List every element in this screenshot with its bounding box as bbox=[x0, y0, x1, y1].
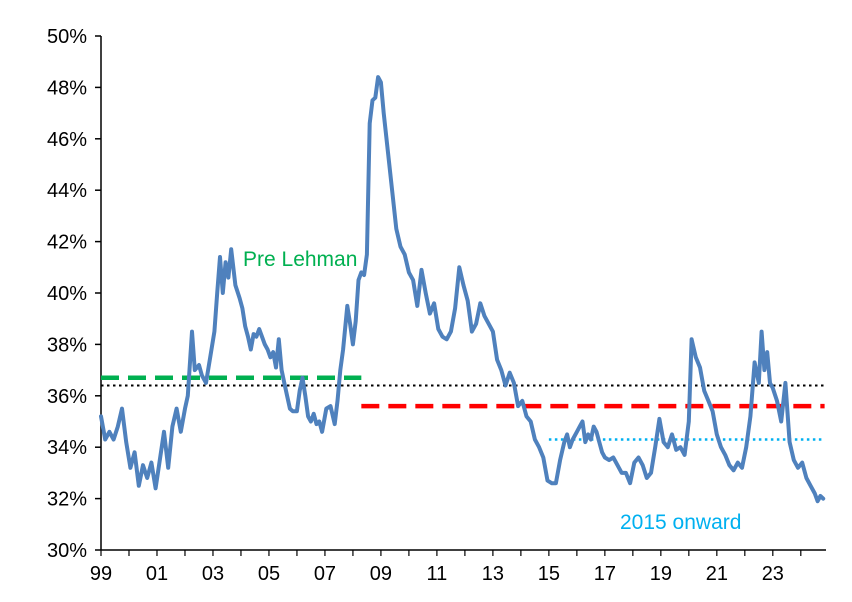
y-tick-label: 40% bbox=[47, 283, 87, 305]
x-tick-label: 13 bbox=[482, 563, 504, 585]
x-tick-label: 05 bbox=[258, 563, 280, 585]
x-tick-label: 11 bbox=[427, 563, 448, 585]
2015-onward-label: 2015 onward bbox=[620, 511, 741, 534]
reference-lines bbox=[101, 375, 825, 441]
x-tick-label: 15 bbox=[538, 563, 560, 585]
x-tick-label: 19 bbox=[650, 563, 672, 585]
x-tick-label: 03 bbox=[202, 563, 224, 585]
x-tick-label: 01 bbox=[146, 563, 168, 585]
y-axis: 30% 32% 34% 36% 38% 40% 42% 44% 46% 48% 50% bbox=[47, 26, 102, 562]
x-tick-label: 07 bbox=[314, 563, 336, 585]
y-tick-label: 36% bbox=[47, 386, 87, 408]
y-tick-label: 42% bbox=[47, 232, 87, 254]
y-tick-label: 30% bbox=[47, 540, 87, 562]
x-tick-label: 21 bbox=[706, 563, 728, 585]
x-tick-label: 17 bbox=[594, 563, 616, 585]
y-tick-label: 44% bbox=[47, 180, 87, 202]
pre-lehman-label: Pre Lehman bbox=[243, 248, 357, 271]
x-tick-label: 99 bbox=[90, 563, 112, 585]
y-tick-label: 46% bbox=[47, 129, 87, 151]
x-tick-label: 23 bbox=[762, 563, 784, 585]
y-tick-label: 50% bbox=[47, 26, 87, 48]
series-line bbox=[99, 75, 826, 504]
x-tick-label: 09 bbox=[370, 563, 392, 585]
x-axis: 99 01 03 05 07 09 11 13 15 17 19 21 23 bbox=[90, 549, 826, 585]
y-tick-label: 34% bbox=[47, 437, 87, 459]
y-tick-label: 38% bbox=[47, 334, 87, 356]
y-tick-label: 32% bbox=[47, 489, 87, 511]
y-tick-label: 48% bbox=[47, 77, 87, 99]
series-layer bbox=[99, 75, 826, 504]
